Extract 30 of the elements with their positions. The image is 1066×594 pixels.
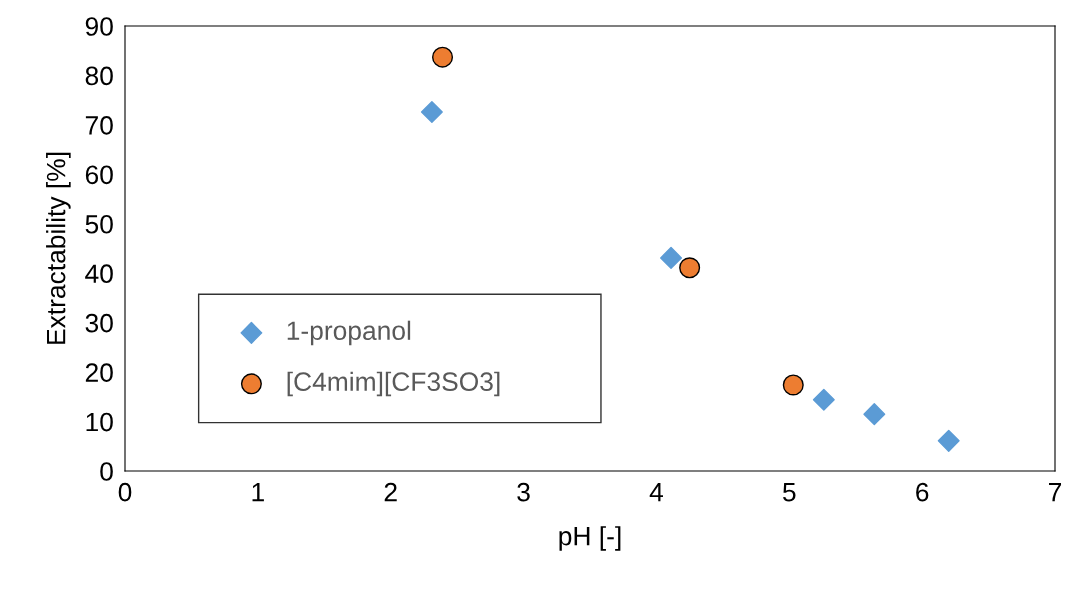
point: [679, 257, 701, 279]
y-tick-label: 80: [85, 66, 113, 86]
x-tick-label: 2: [384, 482, 397, 502]
y-tick-label: 50: [85, 214, 113, 234]
point: [937, 429, 960, 452]
point: [812, 388, 835, 411]
y-tick-label: 90: [85, 17, 113, 36]
y-tick-label: 20: [85, 363, 113, 382]
legend-label: [C4mim][CF3SO3]: [287, 371, 500, 397]
y-tick-label: 0: [100, 462, 113, 481]
y-tick-label: 70: [85, 116, 113, 135]
point: [420, 101, 443, 124]
x-tick-label: 5: [783, 483, 796, 502]
y-tick-label: 40: [85, 264, 113, 284]
x-tick-label: 3: [517, 482, 530, 502]
x-tick-label: 6: [916, 482, 929, 502]
x-tick-label: 7: [1049, 483, 1062, 502]
y-axis-title: Extractability [%]: [46, 152, 71, 344]
x-axis-title: pH [-]: [559, 526, 621, 551]
y-tick-label: 30: [85, 313, 113, 333]
y-tick-label: 10: [86, 412, 113, 432]
point: [432, 46, 454, 68]
x-tick-label: 0: [118, 482, 132, 502]
y-tick-label: 60: [85, 165, 113, 185]
x-tick-label: 1: [252, 483, 264, 502]
point: [660, 246, 683, 269]
x-tick-label: 4: [649, 483, 663, 502]
point: [863, 403, 886, 426]
point: [782, 374, 804, 396]
legend-label: 1-propanol: [287, 320, 411, 346]
